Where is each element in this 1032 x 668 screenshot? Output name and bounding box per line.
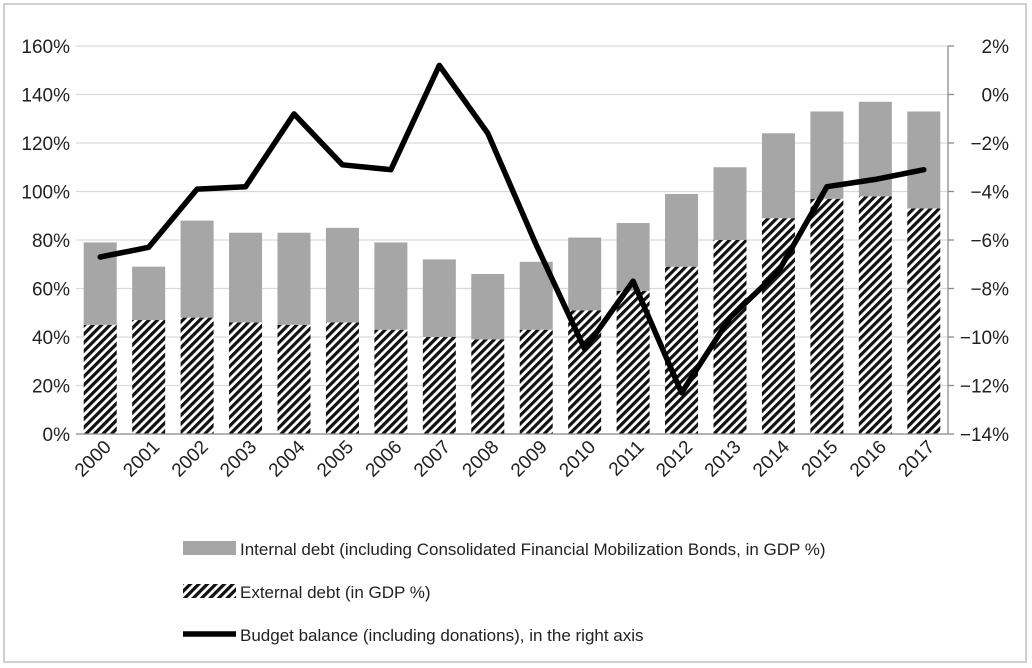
budget-balance-point: [632, 280, 634, 282]
bar-internal-debt: [713, 167, 747, 240]
legend-swatch-external-debt: [183, 584, 236, 598]
x-axis-tick-label: 2001: [119, 437, 164, 482]
right-axis-tick-label: −8%: [970, 280, 1009, 301]
x-axis-tick-label: 2017: [895, 437, 940, 482]
bar-external-debt: [374, 329, 408, 434]
bar-external-debt: [132, 320, 166, 434]
x-axis-tick-label: 2010: [555, 437, 600, 482]
budget-balance-point: [923, 169, 925, 171]
x-axis-tick-label: 2005: [313, 437, 358, 482]
left-axis-tick-label: 0%: [43, 425, 71, 446]
x-axis-tick-label: 2012: [652, 437, 697, 482]
bar-external-debt: [907, 208, 941, 434]
right-axis-tick-label: −14%: [960, 425, 1009, 446]
left-axis-tick-label: 60%: [32, 280, 70, 301]
left-axis-tick-label: 140%: [21, 86, 70, 107]
bar-external-debt: [858, 196, 892, 434]
bar-internal-debt: [907, 111, 941, 209]
x-axis-tick-label: 2003: [216, 437, 261, 482]
budget-balance-point: [196, 188, 198, 190]
budget-balance-point: [148, 246, 150, 248]
budget-balance-point: [245, 186, 247, 188]
right-axis-tick-label: 2%: [982, 37, 1010, 58]
budget-balance-point: [729, 317, 731, 319]
right-axis-tick-label: 0%: [982, 86, 1010, 107]
bar-internal-debt: [471, 273, 505, 340]
budget-balance-point: [293, 113, 295, 115]
budget-balance-point: [777, 271, 779, 273]
bar-internal-debt: [568, 237, 602, 311]
right-axis-tick-label: −2%: [970, 134, 1009, 155]
budget-balance-line: [97, 62, 927, 396]
chart-frame: [3, 3, 1027, 663]
bar-internal-debt: [277, 232, 311, 325]
bar-internal-debt: [132, 266, 166, 321]
x-axis-tick-label: 2014: [749, 436, 794, 481]
legend-label: External debt (in GDP %): [240, 583, 431, 602]
legend-swatch-internal-debt: [183, 541, 236, 555]
x-axis-tick-label: 2000: [71, 437, 116, 482]
bar-internal-debt: [665, 193, 699, 267]
budget-balance-point: [584, 348, 586, 350]
budget-balance-point: [390, 169, 392, 171]
right-axis-tick-label: −12%: [960, 377, 1009, 398]
bar-external-debt: [665, 266, 699, 434]
bar-external-debt: [83, 324, 117, 434]
bar-external-debt: [180, 317, 214, 434]
bar-internal-debt: [180, 220, 214, 318]
bar-external-debt: [277, 324, 311, 434]
left-axis-tick-label: 160%: [21, 37, 70, 58]
bar-external-debt: [810, 198, 844, 434]
bar-internal-debt: [374, 242, 408, 330]
left-axis-tick-label: 20%: [32, 377, 70, 398]
bar-external-debt: [325, 322, 359, 434]
bar-external-debt: [422, 337, 456, 434]
x-axis-tick-label: 2009: [507, 437, 552, 482]
left-axis-tick-label: 120%: [21, 134, 70, 155]
bar-internal-debt: [325, 227, 359, 323]
x-axis-tick-label: 2007: [410, 437, 455, 482]
x-axis-tick-label: 2013: [701, 437, 746, 482]
left-axis-tick-label: 100%: [21, 183, 70, 204]
x-axis-tick-label: 2016: [846, 437, 891, 482]
bar-external-debt: [616, 290, 650, 434]
x-axis-tick-label: 2004: [265, 436, 310, 481]
right-axis-tick-label: −4%: [970, 183, 1009, 204]
budget-balance-point: [535, 244, 537, 246]
bar-internal-debt: [422, 259, 456, 337]
x-axis-tick-label: 2015: [798, 437, 843, 482]
bar-external-debt: [519, 329, 553, 434]
budget-balance-point: [438, 64, 440, 66]
bar-internal-debt: [761, 133, 795, 219]
left-axis-tick-label: 40%: [32, 328, 70, 349]
budget-balance-point: [681, 392, 683, 394]
budget-balance-point: [487, 132, 489, 134]
x-axis-tick-label: 2011: [605, 437, 649, 481]
x-axis-tick-label: 2006: [362, 437, 407, 482]
bar-external-debt: [471, 339, 505, 434]
budget-balance-point: [826, 186, 828, 188]
left-axis-tick-label: 80%: [32, 231, 70, 252]
x-axis-tick-label: 2002: [168, 437, 213, 482]
x-axis-tick-label: 2008: [459, 437, 504, 482]
budget-balance-point: [341, 164, 343, 166]
legend-label: Internal debt (including Consolidated Fi…: [240, 540, 826, 559]
legend-label: Budget balance (including donations), in…: [240, 626, 644, 645]
budget-balance-point: [874, 178, 876, 180]
bar-external-debt: [229, 322, 263, 434]
bar-internal-debt: [229, 232, 263, 323]
right-axis-tick-label: −6%: [970, 231, 1009, 252]
right-axis-tick-label: −10%: [960, 328, 1009, 349]
budget-balance-point: [99, 256, 101, 258]
